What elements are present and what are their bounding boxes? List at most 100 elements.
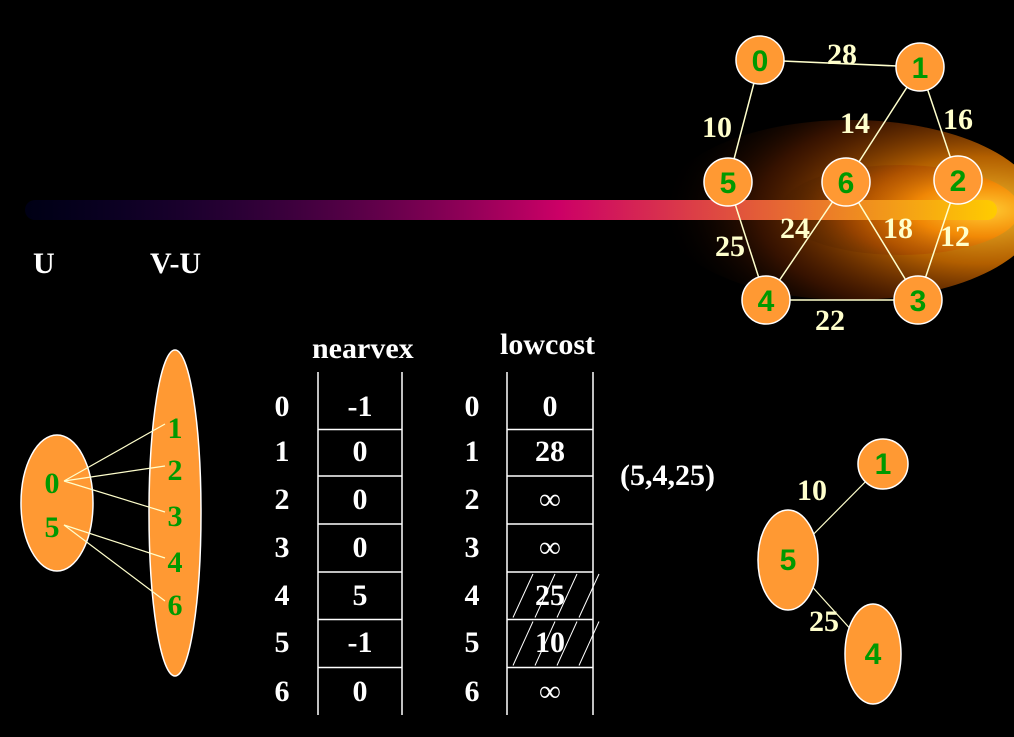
graph-node-circle <box>933 155 983 205</box>
graph-edge-0-1 <box>759 59 921 68</box>
tree-node-shape <box>757 509 819 611</box>
graph-edge-weight-0-1: 28 <box>827 38 857 71</box>
set-line-0-3 <box>63 480 166 513</box>
nearvex-table: 0 1 2 3 4 5 6 -1 0 0 0 5 -1 0 <box>275 372 403 715</box>
tree-node-4: 4 <box>844 603 902 705</box>
tree-node-label: 1 <box>875 448 892 481</box>
nearvex-index: 4 <box>275 579 290 612</box>
vu-member-4: 4 <box>168 546 183 579</box>
tree-node-1: 1 <box>857 438 909 490</box>
nearvex-value: -1 <box>348 390 373 423</box>
graph-edge-weight-0-5: 10 <box>702 111 732 144</box>
selected-edge-label: (5,4,25) <box>620 459 715 492</box>
lowcost-value: 28 <box>535 435 565 468</box>
lowcost-value: ∞ <box>539 531 560 564</box>
vu-set-label: V-U <box>150 247 201 280</box>
graph-edge-weight-6-3: 18 <box>883 212 913 245</box>
nearvex-index: 1 <box>275 435 290 468</box>
u-set-ellipse <box>20 434 94 572</box>
nearvex-value: 5 <box>353 579 368 612</box>
set-line-5-6 <box>63 524 166 602</box>
lowcost-hatch-mark <box>578 621 600 666</box>
lowcost-hatch-mark <box>556 573 578 618</box>
lowcost-hatch-mark <box>512 621 534 666</box>
lowcost-value: ∞ <box>539 675 560 708</box>
lowcost-title: lowcost <box>500 328 595 361</box>
lowcost-index: 3 <box>465 531 480 564</box>
nearvex-value: 0 <box>353 531 368 564</box>
nearvex-index: 0 <box>275 390 290 423</box>
set-line-5-4 <box>63 524 166 559</box>
set-connection-lines <box>63 423 166 602</box>
graph-node-circle <box>703 157 753 207</box>
nearvex-value: -1 <box>348 626 373 659</box>
set-line-0-2 <box>63 465 166 482</box>
lowcost-value: ∞ <box>539 483 560 516</box>
lowcost-hatch-mark <box>556 621 578 666</box>
sets-diagram: 0 5 1 2 3 4 6 <box>20 349 202 677</box>
nearvex-value: 0 <box>353 675 368 708</box>
vu-member-1: 1 <box>168 412 183 445</box>
nearvex-index: 5 <box>275 626 290 659</box>
lowcost-index: 2 <box>465 483 480 516</box>
nearvex-index: 6 <box>275 675 290 708</box>
graph-node-label: 0 <box>752 45 769 78</box>
lowcost-value: 10 <box>535 626 565 659</box>
vu-set-ellipse <box>148 349 202 677</box>
graph-node-2: 2 <box>933 155 983 205</box>
graph-edge-weight-2-3: 12 <box>940 220 970 253</box>
nearvex-title: nearvex <box>312 332 414 365</box>
nearvex-value: 0 <box>353 483 368 516</box>
u-member-0: 0 <box>45 467 60 500</box>
graph-node-label: 5 <box>720 167 737 200</box>
result-tree: 10 25 1 5 4 <box>757 438 909 705</box>
set-member-labels: 0 5 1 2 3 4 6 <box>45 412 183 622</box>
graph-node-label: 2 <box>950 165 967 198</box>
graph-edge-weight-4-3: 22 <box>815 304 845 337</box>
set-line-0-1 <box>63 423 166 482</box>
vu-member-3: 3 <box>168 500 183 533</box>
nearvex-index: 2 <box>275 483 290 516</box>
lowcost-hatch-mark <box>534 573 556 618</box>
graph-node-5: 5 <box>703 157 753 207</box>
vu-member-6: 6 <box>168 589 183 622</box>
graph-node-label: 1 <box>912 52 929 85</box>
lowcost-index: 5 <box>465 626 480 659</box>
graph-edge-weight-1-2: 16 <box>943 103 973 136</box>
tree-node-shape <box>844 603 902 705</box>
lowcost-hatch-mark <box>512 573 534 618</box>
lowcost-index: 0 <box>465 390 480 423</box>
graph-node-circle <box>741 275 791 325</box>
graph-node-label: 6 <box>838 167 855 200</box>
graph-node-circle <box>893 275 943 325</box>
u-member-5: 5 <box>45 511 60 544</box>
lowcost-index: 4 <box>465 579 480 612</box>
tree-edge-weight-5-4: 25 <box>809 605 839 638</box>
tree-edge-weight-5-1: 10 <box>797 474 827 507</box>
nearvex-index: 3 <box>275 531 290 564</box>
graph-node-0: 0 <box>735 35 785 85</box>
tree-node-label: 5 <box>780 544 797 577</box>
graph-node-label: 3 <box>910 285 927 318</box>
tree-node-5: 5 <box>757 509 819 611</box>
lowcost-hatch-mark <box>534 621 556 666</box>
tree-node-label: 4 <box>865 638 882 671</box>
vu-member-2: 2 <box>168 454 183 487</box>
u-set-label: U <box>33 247 55 280</box>
graph-node-4: 4 <box>741 275 791 325</box>
graph-node-3: 3 <box>893 275 943 325</box>
lowcost-index: 1 <box>465 435 480 468</box>
graph-edge-weight-5-4: 25 <box>715 230 745 263</box>
comet-beam <box>25 200 997 220</box>
graph-edge-weight-6-4: 24 <box>780 212 810 245</box>
graph-edge-weight-1-6: 14 <box>840 107 870 140</box>
graph-node-1: 1 <box>895 42 945 92</box>
tree-node-shape <box>857 438 909 490</box>
graph-node-label: 4 <box>758 285 775 318</box>
graph-node-circle <box>821 157 871 207</box>
nearvex-value: 0 <box>353 435 368 468</box>
